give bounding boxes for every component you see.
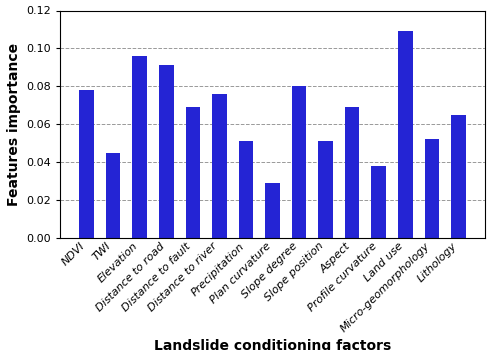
Bar [80, 90, 94, 238]
Bar [212, 94, 226, 238]
Bar [292, 86, 306, 238]
Bar [451, 115, 466, 238]
Bar [372, 166, 386, 238]
Bar [424, 139, 439, 238]
Y-axis label: Features importance: Features importance [6, 43, 20, 206]
Bar [398, 32, 412, 238]
Bar [159, 65, 174, 238]
Bar [238, 141, 253, 238]
Bar [265, 183, 280, 238]
Bar [132, 56, 147, 238]
Bar [345, 107, 360, 238]
Bar [106, 153, 120, 238]
X-axis label: Landslide conditioning factors: Landslide conditioning factors [154, 340, 391, 350]
Bar [186, 107, 200, 238]
Bar [318, 141, 333, 238]
